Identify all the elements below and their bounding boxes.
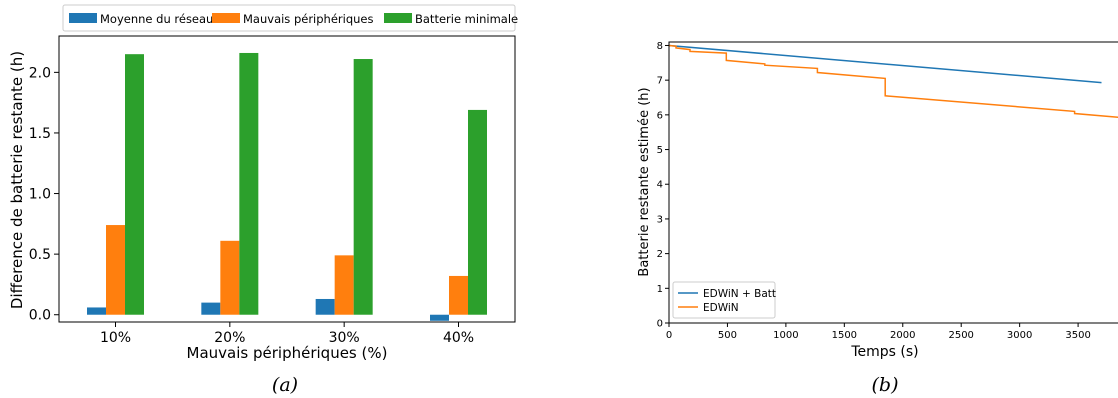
y-tick-label-a: 1.5: [29, 126, 51, 142]
bar-moyenne-du-r-seau-10pct: [87, 307, 106, 315]
x-axis-label-a: Mauvais périphériques (%): [187, 344, 388, 362]
legend-label-a: Moyenne du réseau: [100, 12, 213, 26]
x-tick-label-b: 2000: [890, 330, 915, 341]
y-tick-label-a: 1.0: [29, 187, 51, 203]
x-tick-label-b: 1500: [832, 330, 857, 341]
y-tick-label-b: 2: [657, 249, 663, 260]
plot-frame-b: [668, 41, 1118, 324]
y-tick-label-a: 0.0: [29, 308, 51, 324]
legend-b: EDWiN + Batt EDWiN: [672, 281, 776, 319]
y-tick-label-b: 4: [657, 180, 663, 191]
series-line-edwin-batt: [668, 44, 1102, 84]
bar-mauvais-p-riph-riques-10pct: [106, 225, 125, 315]
y-tick-label-a: 2.0: [29, 65, 51, 81]
bar-batterie-minimale-40pct: [468, 109, 487, 315]
bar-chart-a: 0.0 0.5 1.0 1.5 2.0 10% 20% 30% 40% Mauvais pér…: [8, 4, 518, 396]
legend-swatch-a: [69, 13, 97, 23]
x-tick-label-a: 40%: [443, 330, 474, 346]
x-axis-label-b: Temps (s): [850, 344, 918, 360]
legend-swatch-a: [212, 13, 240, 23]
bar-batterie-minimale-10pct: [125, 54, 144, 315]
x-tick-label-b: 2500: [948, 330, 973, 341]
plot-frame-a: [58, 35, 516, 323]
legend-label-b: EDWiN: [703, 302, 739, 314]
bar-batterie-minimale-20pct: [239, 52, 259, 315]
x-tick-label-b: 500: [718, 330, 737, 341]
legend-label-a: Mauvais périphériques: [243, 12, 374, 26]
y-tick-label-b: 3: [657, 214, 663, 225]
legend-frame-b: [672, 281, 776, 319]
bar-moyenne-du-r-seau-40pct: [430, 314, 449, 321]
bar-moyenne-du-r-seau-20pct: [201, 302, 221, 315]
legend-a: Moyenne du réseau Mauvais périphériques Ba…: [62, 4, 518, 32]
y-axis-label-b: Batterie restante estimée (h): [637, 87, 652, 276]
x-tick-label-a: 30%: [329, 330, 360, 346]
x-tick-label-b: 3000: [1007, 330, 1032, 341]
x-tick-label-b: 1000: [773, 330, 798, 341]
y-axis-label-a: Difference de batterie restante (h): [8, 51, 26, 309]
bar-batterie-minimale-30pct: [353, 59, 373, 315]
legend-label-b: EDWiN + Batt: [703, 288, 776, 300]
y-tick-label-b: 6: [657, 110, 663, 121]
y-tick-label-b: 8: [657, 41, 663, 52]
y-tick-label-b: 1: [657, 284, 663, 295]
bar-mauvais-p-riph-riques-20pct: [220, 240, 240, 315]
y-tick-label-b: 0: [657, 319, 663, 330]
bar-mauvais-p-riph-riques-30pct: [334, 255, 354, 315]
legend-frame-a: [62, 4, 516, 32]
line-chart-b: 0 1 2 3 4 5 6 7 8 0 500 1000 1500 2000 2500 3000 3500 T…: [637, 41, 1118, 396]
y-tick-label-b: 5: [657, 145, 663, 156]
caption-a: (a): [272, 374, 298, 396]
legend-label-a: Batterie minimale: [415, 12, 518, 26]
legend-swatch-a: [384, 13, 412, 23]
series-line-edwin: [668, 44, 1118, 118]
x-tick-label-a: 20%: [214, 330, 245, 346]
x-tick-label-b: 3500: [1065, 330, 1090, 341]
bar-mauvais-p-riph-riques-40pct: [449, 275, 468, 315]
bar-moyenne-du-r-seau-30pct: [315, 298, 335, 315]
x-tick-label-b: 0: [666, 330, 672, 341]
x-tick-label-a: 10%: [100, 330, 131, 346]
y-tick-label-a: 0.5: [29, 247, 51, 263]
y-tick-label-b: 7: [657, 76, 663, 87]
caption-b: (b): [872, 374, 899, 396]
